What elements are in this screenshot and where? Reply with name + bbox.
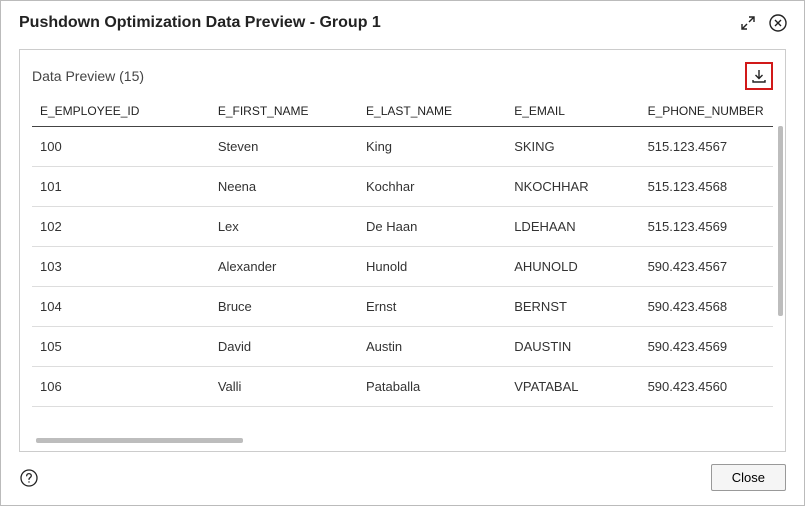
cell: 100: [32, 127, 210, 167]
download-button[interactable]: [745, 62, 773, 90]
cell: Valli: [210, 367, 358, 407]
table-container: E_EMPLOYEE_ID E_FIRST_NAME E_LAST_NAME E…: [32, 98, 773, 434]
table-row[interactable]: 102 Lex De Haan LDEHAAN 515.123.4569: [32, 207, 773, 247]
cell: 103: [32, 247, 210, 287]
column-header[interactable]: E_EMPLOYEE_ID: [32, 98, 210, 127]
cell: VPATABAL: [506, 367, 639, 407]
cell: Hunold: [358, 247, 506, 287]
table-row[interactable]: 106 Valli Pataballa VPATABAL 590.423.456…: [32, 367, 773, 407]
cell: BERNST: [506, 287, 639, 327]
cell: 590.423.4567: [640, 247, 773, 287]
dialog-title: Pushdown Optimization Data Preview - Gro…: [19, 14, 738, 32]
table-row[interactable]: 104 Bruce Ernst BERNST 590.423.4568: [32, 287, 773, 327]
cell: 101: [32, 167, 210, 207]
dialog-footer: Close: [1, 452, 804, 505]
help-icon[interactable]: [19, 468, 39, 488]
cell: Pataballa: [358, 367, 506, 407]
column-header[interactable]: E_PHONE_NUMBER: [640, 98, 773, 127]
cell: NKOCHHAR: [506, 167, 639, 207]
cell: Kochhar: [358, 167, 506, 207]
column-header[interactable]: E_EMAIL: [506, 98, 639, 127]
cell: 515.123.4568: [640, 167, 773, 207]
horizontal-scrollbar[interactable]: [36, 438, 243, 443]
cell: 515.123.4569: [640, 207, 773, 247]
content-panel: Data Preview (15) E_EMPLOYEE_ID: [19, 49, 786, 452]
cell: SKING: [506, 127, 639, 167]
column-header[interactable]: E_FIRST_NAME: [210, 98, 358, 127]
cell: 515.123.4567: [640, 127, 773, 167]
table-header: E_EMPLOYEE_ID E_FIRST_NAME E_LAST_NAME E…: [32, 98, 773, 127]
data-preview-label: Data Preview (15): [32, 68, 745, 84]
header-controls: [738, 13, 788, 33]
cell: De Haan: [358, 207, 506, 247]
cell: AHUNOLD: [506, 247, 639, 287]
cell: Neena: [210, 167, 358, 207]
cell: DAUSTIN: [506, 327, 639, 367]
cell: Lex: [210, 207, 358, 247]
cell: 104: [32, 287, 210, 327]
table-row[interactable]: 100 Steven King SKING 515.123.4567: [32, 127, 773, 167]
table-row[interactable]: 103 Alexander Hunold AHUNOLD 590.423.456…: [32, 247, 773, 287]
data-table: E_EMPLOYEE_ID E_FIRST_NAME E_LAST_NAME E…: [32, 98, 773, 407]
table-body: 100 Steven King SKING 515.123.4567 101 N…: [32, 127, 773, 407]
toolbar: Data Preview (15): [32, 60, 773, 98]
cell: David: [210, 327, 358, 367]
dialog-window: Pushdown Optimization Data Preview - Gro…: [0, 0, 805, 506]
cell: 590.423.4568: [640, 287, 773, 327]
cell: Steven: [210, 127, 358, 167]
column-header[interactable]: E_LAST_NAME: [358, 98, 506, 127]
cell: LDEHAAN: [506, 207, 639, 247]
cell: 102: [32, 207, 210, 247]
download-icon: [751, 68, 767, 84]
close-button[interactable]: Close: [711, 464, 786, 491]
dialog-header: Pushdown Optimization Data Preview - Gro…: [1, 1, 804, 43]
cell: 590.423.4569: [640, 327, 773, 367]
cell: 590.423.4560: [640, 367, 773, 407]
table-row[interactable]: 105 David Austin DAUSTIN 590.423.4569: [32, 327, 773, 367]
table-scroller[interactable]: E_EMPLOYEE_ID E_FIRST_NAME E_LAST_NAME E…: [32, 98, 773, 434]
cell: Bruce: [210, 287, 358, 327]
vertical-scrollbar[interactable]: [778, 126, 783, 316]
cell: 106: [32, 367, 210, 407]
expand-icon[interactable]: [738, 13, 758, 33]
close-icon[interactable]: [768, 13, 788, 33]
cell: King: [358, 127, 506, 167]
cell: Ernst: [358, 287, 506, 327]
table-row[interactable]: 101 Neena Kochhar NKOCHHAR 515.123.4568: [32, 167, 773, 207]
cell: Alexander: [210, 247, 358, 287]
cell: Austin: [358, 327, 506, 367]
cell: 105: [32, 327, 210, 367]
